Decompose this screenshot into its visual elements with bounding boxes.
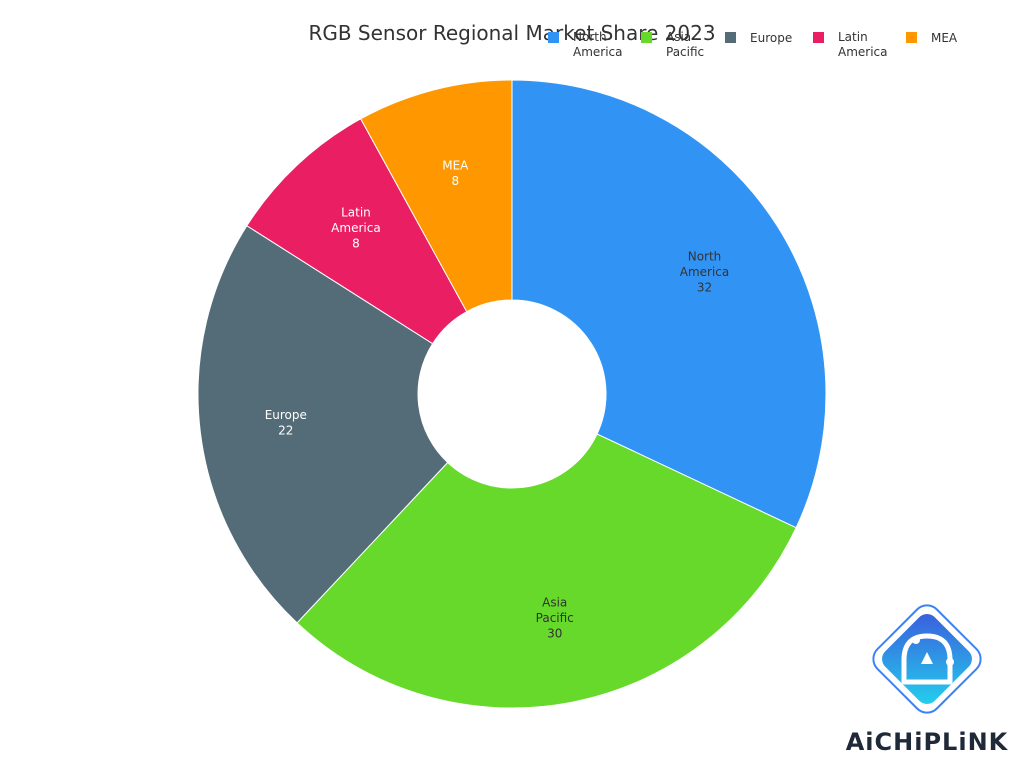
- legend-swatch-mea: [906, 32, 917, 43]
- slice-label-mea: MEA 8: [442, 158, 469, 188]
- legend-item-mea[interactable]: MEA: [906, 31, 958, 45]
- slice-north-america: [511, 79, 827, 529]
- legend-swatch-europe: [725, 32, 736, 43]
- slice-label-latin-america: Latin America 8: [331, 205, 381, 250]
- chart-title: RGB Sensor Regional Market Share 2023: [308, 21, 715, 45]
- legend-label-mea: MEA: [931, 31, 958, 45]
- legend-label-asia-pacific: Asia Pacific: [666, 30, 704, 59]
- slice-labels: North America 32 Asia Pacific 30 Europe 22 Latin…: [265, 158, 730, 640]
- legend-item-europe[interactable]: Europe: [725, 31, 792, 45]
- slice-latin-america: [246, 118, 468, 345]
- pie-slices: [197, 79, 827, 709]
- legend-swatch-latin-america: [813, 32, 824, 43]
- legend: North America Asia Pacific Europe Latin Americ…: [548, 30, 958, 59]
- slice-label-north-america: North America 32: [680, 249, 730, 294]
- slice-asia-pacific: [296, 433, 797, 709]
- slice-label-asia-pacific: Asia Pacific 30: [536, 595, 574, 640]
- watermark-text: AiCHiPLiNK: [846, 728, 1009, 756]
- legend-item-asia-pacific[interactable]: Asia Pacific: [641, 30, 704, 59]
- legend-label-europe: Europe: [750, 31, 792, 45]
- legend-label-north-america: North America: [573, 30, 623, 59]
- watermark: AiCHiPLiNK: [846, 604, 1009, 756]
- legend-item-latin-america[interactable]: Latin America: [813, 30, 888, 59]
- legend-swatch-north-america: [548, 32, 559, 43]
- slice-mea: [360, 79, 513, 313]
- legend-item-north-america[interactable]: North America: [548, 30, 623, 59]
- aichiplink-logo-icon: [872, 604, 982, 714]
- slice-label-europe: Europe 22: [265, 408, 307, 438]
- legend-swatch-asia-pacific: [641, 32, 652, 43]
- legend-label-latin-america: Latin America: [838, 30, 888, 59]
- slice-europe: [197, 225, 449, 624]
